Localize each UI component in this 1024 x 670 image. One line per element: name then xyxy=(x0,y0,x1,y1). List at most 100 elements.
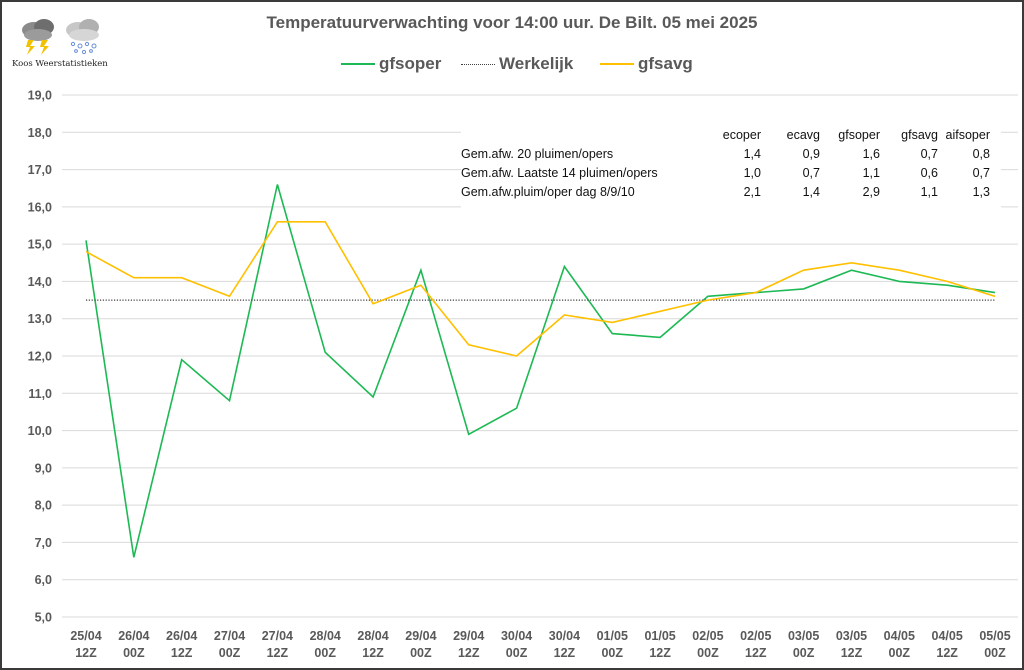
x-tick-label-time: 12Z xyxy=(362,646,384,660)
y-tick-label: 16,0 xyxy=(28,200,52,214)
x-tick-label-date: 05/05 xyxy=(979,629,1010,643)
stats-cell: 2,9 xyxy=(862,185,880,199)
x-tick-label-date: 29/04 xyxy=(405,629,436,643)
x-tick-label-time: 12Z xyxy=(841,646,863,660)
stats-header: aifsoper xyxy=(945,128,990,142)
x-tick-label-date: 04/05 xyxy=(932,629,963,643)
x-tick-label-date: 26/04 xyxy=(166,629,197,643)
stats-cell: 1,4 xyxy=(802,185,820,199)
y-tick-label: 5,0 xyxy=(35,611,52,625)
x-tick-label-date: 03/05 xyxy=(836,629,867,643)
chart-title: Temperatuurverwachting voor 14:00 uur. D… xyxy=(266,13,758,32)
stats-cell: 0,7 xyxy=(920,147,938,161)
series-line-gfsoper xyxy=(85,184,996,558)
stats-table: ecoper ecavg gfsoper gfsavg aifsoper Gem… xyxy=(461,126,1001,210)
legend-label-werkelijk: Werkelijk xyxy=(499,54,574,73)
stats-cell: 0,8 xyxy=(972,147,990,161)
legend-line-gfsoper xyxy=(341,63,375,65)
stats-cell: 0,9 xyxy=(802,147,820,161)
legend: gfsoper Werkelijk gfsavg xyxy=(0,52,1024,76)
x-tick-label-time: 00Z xyxy=(410,646,432,660)
stats-cell: 0,7 xyxy=(802,166,820,180)
x-tick-label-time: 00Z xyxy=(123,646,145,660)
x-tick-label-time: 12Z xyxy=(745,646,767,660)
y-tick-label: 14,0 xyxy=(28,275,52,289)
legend-line-werkelijk xyxy=(461,63,495,65)
stats-cell: 1,1 xyxy=(920,185,938,199)
y-tick-label: 17,0 xyxy=(28,163,52,177)
x-tick-label-date: 28/04 xyxy=(357,629,388,643)
logo-icons xyxy=(22,19,99,55)
legend-label-gfsavg: gfsavg xyxy=(638,54,693,73)
x-axis-ticks: 25/04 12Z 26/04 00Z 26/04 12Z 27/04 00Z 27/04 12Z… xyxy=(70,629,1010,660)
x-tick-label-date: 02/05 xyxy=(692,629,723,643)
stats-row: Gem.afw. Laatste 14 pluimen/opers 1,0 0,… xyxy=(461,164,990,183)
x-tick-label-date: 25/04 xyxy=(70,629,101,643)
legend-item-gfsavg: gfsavg xyxy=(600,52,693,76)
stats-row-label: Gem.afw. 20 pluimen/opers xyxy=(461,147,614,161)
x-tick-label-time: 00Z xyxy=(314,646,336,660)
y-tick-label: 12,0 xyxy=(28,350,52,364)
x-tick-label-time: 00Z xyxy=(219,646,241,660)
logo xyxy=(14,10,124,70)
x-tick-label-date: 03/05 xyxy=(788,629,819,643)
stats-row-label: Gem.afw.pluim/oper dag 8/9/10 xyxy=(461,185,635,199)
x-tick-label-date: 30/04 xyxy=(501,629,532,643)
thunderstorm-cloud-icon xyxy=(22,19,54,55)
x-tick-label-time: 12Z xyxy=(171,646,193,660)
legend-label-gfsoper: gfsoper xyxy=(379,54,442,73)
y-tick-label: 6,0 xyxy=(35,573,52,587)
stats-cell: 1,1 xyxy=(862,166,880,180)
x-tick-label-date: 01/05 xyxy=(644,629,675,643)
stats-cell: 1,6 xyxy=(862,147,880,161)
x-tick-label-date: 27/04 xyxy=(214,629,245,643)
x-tick-label-date: 27/04 xyxy=(262,629,293,643)
series-line-gfsavg xyxy=(85,221,996,357)
x-tick-label-time: 12Z xyxy=(649,646,671,660)
y-tick-label: 13,0 xyxy=(28,312,52,326)
x-tick-label-date: 01/05 xyxy=(597,629,628,643)
legend-item-werkelijk: Werkelijk xyxy=(461,52,573,76)
series-lines xyxy=(85,184,996,558)
stats-cell: 2,1 xyxy=(743,185,761,199)
x-tick-label-date: 04/05 xyxy=(884,629,915,643)
stats-cell: 1,0 xyxy=(743,166,761,180)
logo-text: Koos Weerstatistieken xyxy=(12,59,108,69)
x-tick-label-time: 12Z xyxy=(267,646,289,660)
stats-row: Gem.afw.pluim/oper dag 8/9/10 2,1 1,4 2,… xyxy=(461,183,990,202)
legend-line-gfsavg xyxy=(600,63,634,65)
stats-header: ecavg xyxy=(786,128,820,142)
stats-cell: 0,7 xyxy=(972,166,990,180)
stats-header: ecoper xyxy=(722,128,761,142)
stats-header: gfsavg xyxy=(901,128,938,142)
legend-item-gfsoper: gfsoper xyxy=(341,52,441,76)
y-axis-ticks: 5,0 6,0 7,0 8,0 9,0 10,0 11,0 12,0 13,0 14,0 15,0 1… xyxy=(28,89,52,625)
stats-row: Gem.afw. 20 pluimen/opers 1,4 0,9 1,6 0,… xyxy=(461,145,990,164)
x-tick-label-time: 00Z xyxy=(889,646,911,660)
x-tick-label-date: 28/04 xyxy=(310,629,341,643)
x-tick-label-date: 29/04 xyxy=(453,629,484,643)
y-tick-label: 9,0 xyxy=(35,461,52,475)
stats-cell: 1,3 xyxy=(972,185,990,199)
y-tick-label: 15,0 xyxy=(28,238,52,252)
y-tick-label: 18,0 xyxy=(28,126,52,140)
gridlines xyxy=(62,94,1018,618)
y-tick-label: 10,0 xyxy=(28,424,52,438)
stats-header-row: ecoper ecavg gfsoper gfsavg aifsoper xyxy=(461,126,990,145)
stats-cell: 0,6 xyxy=(920,166,938,180)
x-tick-label-date: 26/04 xyxy=(118,629,149,643)
x-tick-label-time: 00Z xyxy=(697,646,719,660)
x-tick-label-time: 12Z xyxy=(458,646,480,660)
y-tick-label: 8,0 xyxy=(35,499,52,513)
y-tick-label: 11,0 xyxy=(28,387,52,401)
x-tick-label-time: 00Z xyxy=(793,646,815,660)
stats-cell: 1,4 xyxy=(743,147,761,161)
y-tick-label: 7,0 xyxy=(35,536,52,550)
x-tick-label-time: 12Z xyxy=(936,646,958,660)
x-tick-label-time: 00Z xyxy=(506,646,528,660)
x-tick-label-time: 12Z xyxy=(75,646,97,660)
x-tick-label-date: 02/05 xyxy=(740,629,771,643)
snow-cloud-icon xyxy=(66,19,99,55)
